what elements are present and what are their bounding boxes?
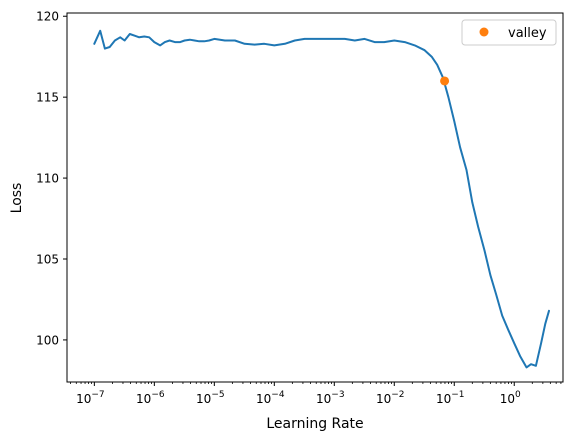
y-axis-label: Loss	[9, 183, 25, 214]
x-tick-label-7: 100	[500, 390, 521, 406]
x-tick-label-5: 10−2	[376, 390, 405, 406]
marker-layer	[440, 76, 450, 86]
x-tick-label-0: 10−7	[76, 390, 105, 406]
x-tick-label-2: 10−5	[196, 390, 225, 406]
x-tick-label-3: 10−4	[256, 390, 285, 406]
y-tick-label-2: 110	[36, 172, 59, 186]
legend-box	[461, 19, 557, 46]
plot-background	[67, 13, 563, 382]
x-tick-label-6: 10−1	[436, 390, 465, 406]
valley-marker	[440, 76, 450, 86]
y-tick-label-1: 105	[36, 253, 59, 267]
x-axis-label: Learning Rate	[266, 416, 363, 432]
x-axis-ticks: 10−7 10−6 10−5 10−4 10−3 10−2 10−1 100	[70, 382, 562, 406]
y-tick-label-4: 120	[36, 10, 59, 24]
y-axis-ticks: 100 105 110 115 120	[36, 10, 67, 347]
y-tick-label-0: 100	[36, 333, 59, 347]
legend-label: valley	[508, 26, 547, 41]
legend: valley	[461, 19, 557, 46]
x-tick-label-4: 10−3	[316, 390, 345, 406]
legend-marker	[479, 27, 489, 37]
y-tick-label-3: 115	[36, 91, 59, 105]
x-tick-label-1: 10−6	[136, 390, 165, 406]
series-line	[93, 29, 550, 369]
plot-frame	[66, 12, 564, 383]
